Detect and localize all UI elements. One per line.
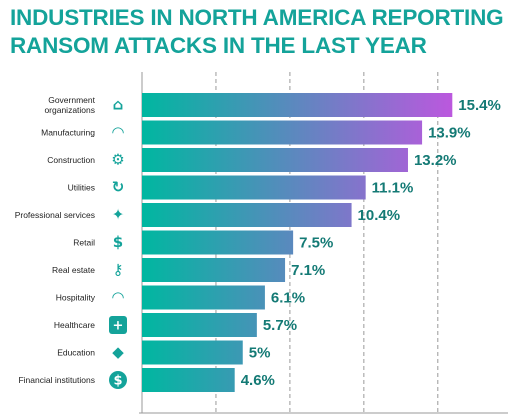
category-label: Financial institutions [18, 375, 95, 385]
bars [142, 93, 453, 392]
value-labels: 15.4% 13.9% 13.2%11.1% 10.4% 7.5% 7.1% 6.1% 5.7… [241, 97, 501, 389]
value-label: 4.6% [241, 372, 275, 389]
refresh-arrows-icon: ↻ [112, 178, 125, 196]
category-label-line: Financial institutions [18, 375, 95, 385]
category-label-line: Education [57, 348, 95, 358]
category-label: Education [57, 348, 95, 358]
value-label: 7.5% [299, 235, 333, 252]
value-label: 6.1% [271, 290, 305, 307]
bar [142, 313, 257, 337]
value-label: 13.9% [428, 125, 471, 142]
chart-title-line-1: INDUSTRIES IN NORTH AMERICA REPORTING [10, 5, 504, 30]
category-label: Healthcare [54, 320, 95, 330]
chart-title: INDUSTRIES IN NORTH AMERICA REPORTING RA… [10, 4, 505, 60]
bar [142, 368, 235, 392]
bar [142, 258, 286, 282]
bar [142, 120, 423, 145]
gears-icon: ⚙ [111, 151, 124, 169]
category-label: Government organizations [44, 95, 95, 115]
value-label: 11.1% [372, 180, 414, 197]
svg-text:◠: ◠ [112, 288, 124, 306]
category-label: Hospitality [56, 293, 96, 303]
category-label-line: Retail [73, 238, 95, 248]
category-label: Manufacturing [41, 128, 95, 138]
category-label-line: Real estate [52, 265, 95, 275]
bar [142, 203, 352, 227]
category-label-line: Manufacturing [41, 128, 95, 138]
bar [142, 175, 366, 200]
bar [142, 148, 408, 172]
svg-text:✦: ✦ [112, 206, 125, 224]
svg-text:◆: ◆ [112, 343, 124, 361]
category-icons: ⌂ ◠ ⚙ ↻ ✦ $ ⚷ ◠ + ◆ $ [109, 96, 127, 389]
bar [142, 93, 453, 117]
graduation-cap-icon: ◆ [112, 343, 124, 361]
value-label: 7.1% [291, 262, 325, 279]
value-label: 15.4% [458, 97, 501, 114]
category-label: Construction [47, 155, 95, 165]
key-icon: ⚷ [113, 261, 124, 279]
category-label-line: Construction [47, 155, 95, 165]
hard-hat-icon: ◠ [112, 123, 124, 141]
svg-text:+: + [113, 319, 124, 334]
bar [142, 285, 265, 310]
svg-text:⌂: ⌂ [113, 96, 124, 114]
category-label-line: organizations [44, 105, 95, 115]
svg-text:$: $ [113, 374, 122, 389]
value-label: 5% [249, 345, 271, 362]
category-label: Real estate [52, 265, 95, 275]
price-tag-icon: $ [113, 233, 123, 251]
category-label: Utilities [68, 183, 95, 193]
government-building-icon: ⌂ [113, 96, 124, 114]
category-label-line: Government [48, 95, 95, 105]
category-label-line: Healthcare [54, 320, 95, 330]
value-label: 13.2% [414, 152, 457, 169]
svg-text:$: $ [113, 233, 123, 251]
service-bell-icon: ◠ [112, 288, 124, 306]
category-label-line: Hospitality [56, 293, 96, 303]
category-label: Retail [73, 238, 95, 248]
svg-text:◠: ◠ [112, 123, 124, 141]
svg-text:↻: ↻ [112, 178, 125, 196]
award-badge-icon: ✦ [112, 206, 125, 224]
svg-text:⚷: ⚷ [113, 261, 124, 279]
dollar-coin-icon: $ [109, 371, 127, 389]
svg-text:⚙: ⚙ [111, 151, 124, 169]
medical-cross-icon: + [109, 316, 127, 334]
category-label-line: Utilities [68, 183, 95, 193]
bar [142, 340, 243, 365]
category-label-line: Professional services [15, 210, 95, 220]
category-labels: Government organizations Manufacturing Cons… [15, 95, 96, 385]
value-label: 5.7% [263, 317, 297, 334]
value-label: 10.4% [358, 207, 401, 224]
bar [142, 230, 294, 255]
category-label: Professional services [15, 210, 95, 220]
chart-title-line-2: RANSOM ATTACKS IN THE LAST YEAR [10, 33, 427, 58]
